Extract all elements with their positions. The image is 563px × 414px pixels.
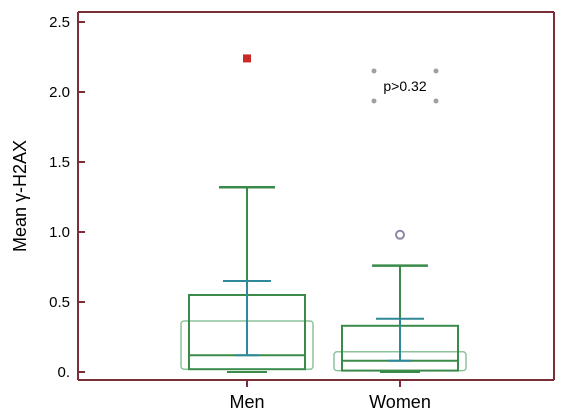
y-tick-label-1: 0.5 (49, 294, 70, 311)
annotation-handle-2 (371, 98, 377, 104)
annotation-handle-1 (433, 68, 439, 74)
y-tick-label-2: 1.0 (49, 224, 70, 241)
p-value-annotation: p>0.32 (383, 78, 426, 94)
y-tick-label-4: 2.0 (49, 84, 70, 101)
y-tick-label-5: 2.5 (49, 14, 70, 31)
outlier-point-0 (395, 229, 405, 240)
y-tick-label-0: 0. (57, 364, 70, 381)
box-men (180, 54, 314, 373)
y-tick-label-3: 1.5 (49, 154, 70, 171)
boxes (180, 54, 467, 373)
annotation-handle-3 (433, 98, 439, 104)
x-tick-label-women: Women (369, 392, 431, 412)
axes (77, 11, 555, 387)
x-tick-label-men: Men (229, 392, 264, 412)
y-axis-title: Mean γ-H2AX (10, 140, 30, 252)
outlier-point-0 (243, 54, 251, 63)
labels: 0. 0.5 1.0 1.5 2.0 2.5 Men Women Mean γ-H2AX p>0.… (10, 14, 439, 412)
annotation-handle-0 (371, 68, 377, 74)
box-women (333, 229, 467, 373)
